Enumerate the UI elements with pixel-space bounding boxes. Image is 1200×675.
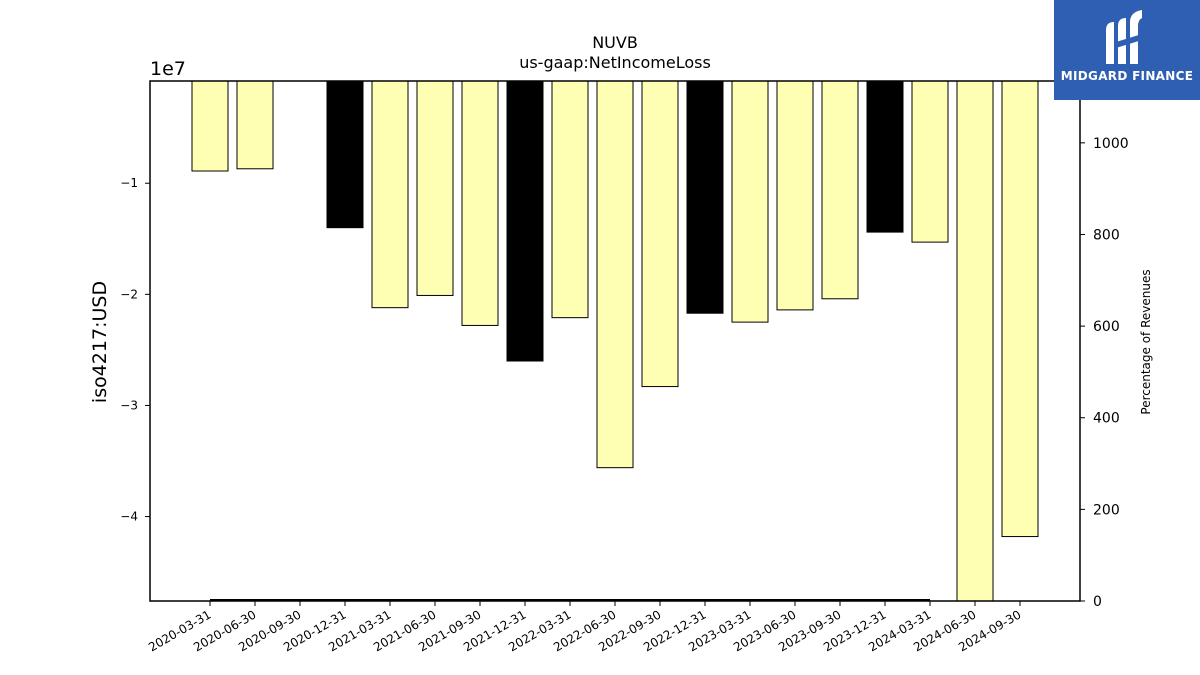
y2-tick-label: 0 <box>1093 594 1102 610</box>
plot-frame <box>149 80 1081 602</box>
bar-2021-12-31 <box>506 80 544 362</box>
brand-logo: MIDGARD FINANCE <box>1054 0 1200 100</box>
chart-title: NUVB <box>592 33 638 52</box>
bar-2022-03-31 <box>551 80 589 319</box>
y-axis-label: iso4217:USD <box>89 281 111 403</box>
y-tick-label: −2 <box>120 287 138 301</box>
chart-subtitle: us-gaap:NetIncomeLoss <box>519 53 711 72</box>
bar-2024-06-30 <box>956 80 994 602</box>
bar-2024-09-30 <box>1001 80 1039 538</box>
y-tick-label: −1 <box>120 176 138 190</box>
bar-2023-09-30 <box>821 80 859 300</box>
bar-2023-06-30 <box>776 80 814 311</box>
y2-tick-label: 400 <box>1093 411 1120 427</box>
bar-2023-03-31 <box>731 80 769 323</box>
y2-tick-label: 200 <box>1093 502 1120 518</box>
bar-2020-03-31 <box>191 80 229 172</box>
y2-tick-label: 600 <box>1093 319 1120 335</box>
y2-tick-label: 1000 <box>1093 136 1129 152</box>
bars-layer <box>191 80 1039 602</box>
bar-2021-03-31 <box>371 80 409 309</box>
bar-2022-12-31 <box>686 80 724 314</box>
bar-2021-06-30 <box>416 80 454 296</box>
bar-2020-12-31 <box>326 80 364 229</box>
logo-mark-icon <box>1106 10 1142 64</box>
bar-2021-09-30 <box>461 80 499 326</box>
y2-tick-label: 800 <box>1093 227 1120 243</box>
y-tick-label: −4 <box>120 510 138 524</box>
bar-2023-12-31 <box>866 80 904 233</box>
logo-text: MIDGARD FINANCE <box>1060 69 1194 83</box>
bar-2020-06-30 <box>236 80 274 170</box>
y-offset-label: 1e7 <box>150 58 186 80</box>
y-tick-label: −3 <box>120 398 138 412</box>
bar-2022-06-30 <box>596 80 634 469</box>
bar-2022-09-30 <box>641 80 679 388</box>
y2-axis-label: Percentage of Revenues <box>1139 269 1153 414</box>
bar-2024-03-31 <box>911 80 949 243</box>
